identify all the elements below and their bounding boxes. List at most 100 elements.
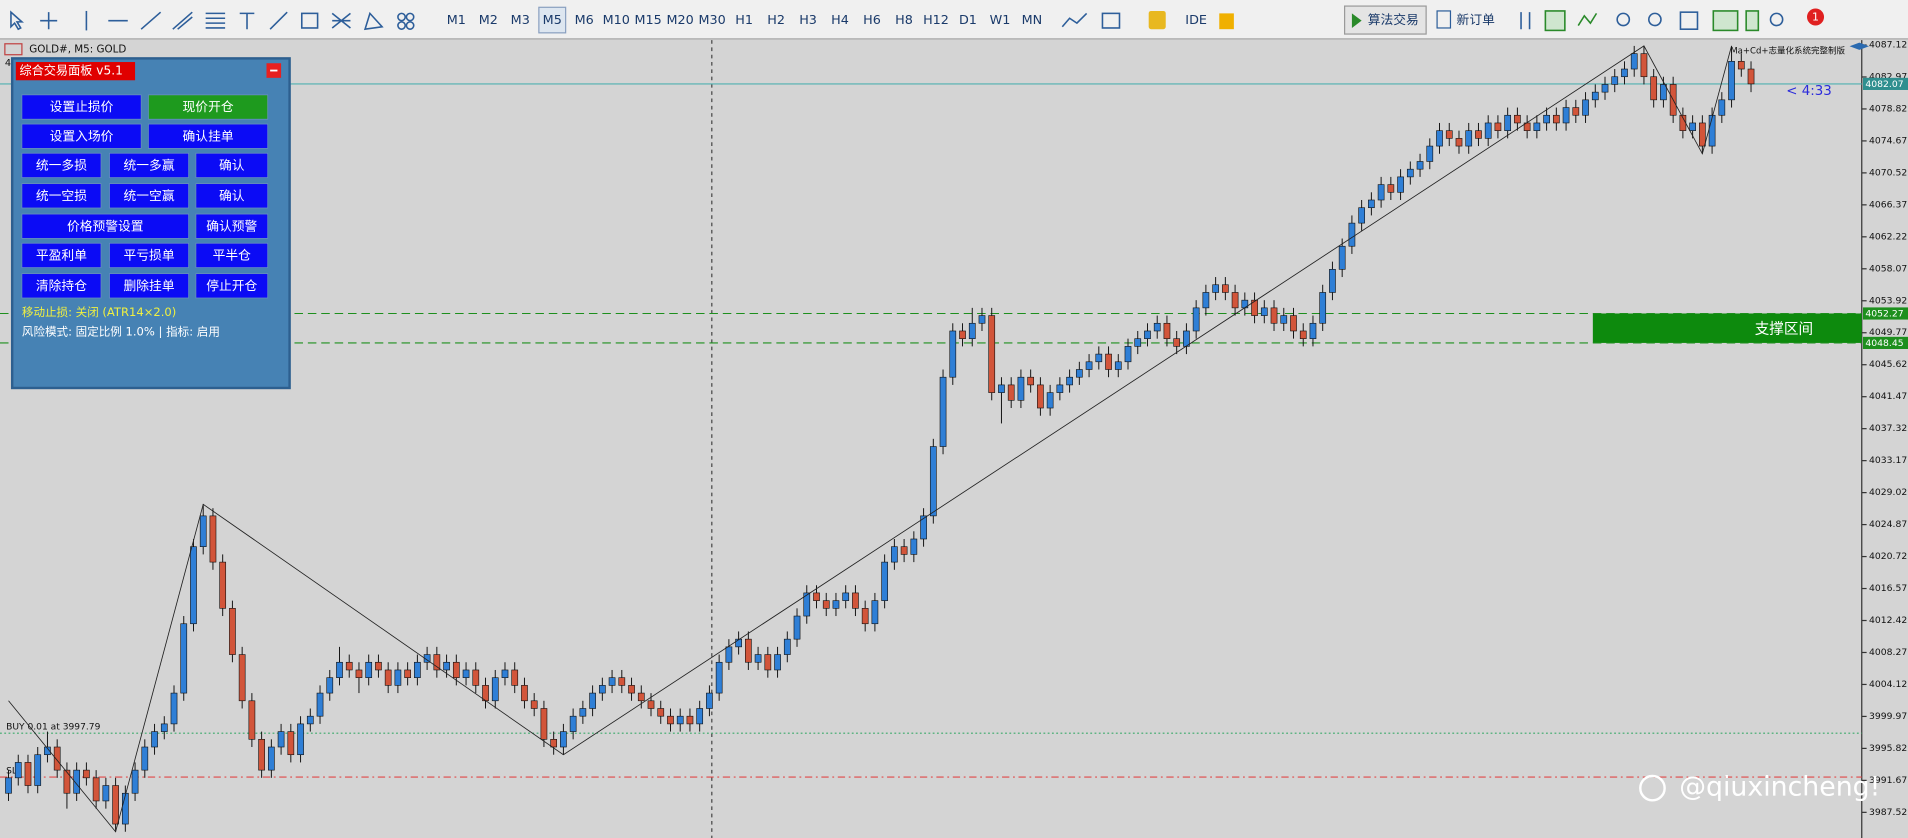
candle-body	[1260, 307, 1268, 316]
panel-button-label[interactable]: 停止开仓	[206, 278, 257, 294]
candle-body	[151, 731, 158, 748]
candle-body	[1689, 122, 1696, 131]
candle-body	[871, 600, 879, 625]
panel-button[interactable]	[195, 213, 269, 239]
timeframe[interactable]: M20	[667, 13, 694, 28]
panel-button[interactable]	[109, 183, 189, 209]
timeframe[interactable]: M3	[511, 13, 530, 28]
candle-body	[443, 661, 450, 671]
candle-body	[53, 746, 61, 771]
timeframe[interactable]: H3	[799, 13, 817, 28]
ide-button[interactable]: IDE	[1185, 13, 1207, 28]
candle-body	[44, 746, 51, 756]
timeframe[interactable]: M10	[603, 13, 630, 28]
candle-body	[754, 654, 762, 663]
notification-badge[interactable]	[1807, 8, 1825, 26]
panel-button[interactable]	[195, 242, 269, 268]
chart-icon	[4, 43, 23, 56]
candle-body	[1494, 122, 1502, 131]
panel-button[interactable]	[109, 152, 189, 178]
candle-body	[1708, 114, 1716, 147]
candle-body	[560, 731, 567, 748]
panel-button[interactable]	[21, 152, 102, 178]
algo-button[interactable]	[1343, 5, 1427, 35]
panel-button[interactable]	[21, 273, 102, 299]
panel-button-label[interactable]: 统一多损	[36, 159, 87, 174]
panel-button-label[interactable]: 确认挂单	[183, 129, 234, 144]
timeframe[interactable]: H6	[863, 13, 881, 28]
candle-body	[579, 708, 587, 717]
panel-button-label[interactable]: 平盈利单	[36, 249, 87, 264]
panel-button[interactable]	[21, 123, 142, 149]
timeframe[interactable]: M1	[447, 13, 466, 28]
panel-button[interactable]	[195, 183, 269, 209]
timeframe[interactable]: H12	[923, 13, 949, 28]
timeframe[interactable]: M6	[575, 13, 594, 28]
panel-button-label[interactable]: 现价开仓	[183, 100, 234, 115]
y-tick-label: 4074.67	[1869, 135, 1907, 146]
panel-button-label[interactable]: 设置止损价	[50, 100, 114, 115]
y-tick-label: 4024.87	[1869, 519, 1907, 530]
panel-button[interactable]	[148, 123, 269, 149]
panel-button[interactable]	[21, 242, 102, 268]
timeframe[interactable]: M5	[543, 13, 562, 28]
candle-body	[1231, 292, 1239, 309]
candle-body	[1027, 376, 1035, 386]
candle-body	[482, 685, 489, 702]
panel-button-label[interactable]: 删除挂单	[124, 279, 175, 294]
panel-button-label[interactable]: 平亏损单	[124, 249, 175, 264]
candle-body	[706, 692, 713, 709]
algo-trading[interactable]: 算法交易	[1368, 12, 1419, 28]
y-tick-label: 4008.27	[1869, 647, 1907, 658]
panel-button-label[interactable]: 统一多赢	[124, 158, 175, 174]
gann-icon	[331, 12, 351, 29]
timeframe[interactable]: H8	[895, 13, 913, 28]
candle-body	[1728, 61, 1735, 101]
panel-button[interactable]	[21, 213, 189, 239]
panel-button[interactable]	[109, 273, 189, 299]
panel-button[interactable]	[21, 183, 102, 209]
timeframe[interactable]: W1	[990, 13, 1011, 28]
corner-digit: 4	[5, 58, 11, 69]
timeframe[interactable]: D1	[959, 13, 977, 28]
candle-body	[1163, 322, 1171, 339]
candle-body	[1406, 168, 1414, 178]
candle-body	[1465, 130, 1473, 147]
arrow-icon	[269, 11, 288, 30]
panel-button[interactable]	[21, 94, 142, 120]
panel-button-label[interactable]: 确认	[219, 189, 245, 204]
candle-body	[881, 561, 888, 601]
candle-body	[287, 731, 295, 756]
timeframe[interactable]: M2	[479, 13, 498, 28]
candle-body	[1183, 330, 1190, 347]
panel-button-label[interactable]: 设置入场价	[50, 129, 114, 144]
panel-button-label[interactable]: 价格预警设置	[67, 218, 144, 234]
panel-button-label[interactable]: 确认	[219, 159, 245, 174]
timeframe[interactable]: H2	[767, 13, 785, 28]
panel-button[interactable]	[109, 242, 189, 268]
panel-button-label[interactable]: 统一空损	[36, 189, 87, 204]
candle-body	[949, 330, 957, 378]
hat-icon	[1849, 42, 1870, 50]
timeframe[interactable]: MN	[1022, 13, 1043, 28]
timeframe[interactable]: H4	[831, 13, 849, 28]
candle-body	[813, 592, 820, 601]
watermark: @qiuxincheng!	[1679, 772, 1880, 803]
timeframe[interactable]: M30	[699, 13, 726, 28]
candle-body	[1504, 114, 1512, 131]
candle-body	[5, 777, 12, 794]
panel-button-label[interactable]: 统一空赢	[124, 188, 175, 204]
candle-body	[326, 677, 334, 694]
panel-button[interactable]	[195, 273, 269, 299]
timeframe[interactable]: M15	[635, 13, 662, 28]
panel-button[interactable]	[148, 94, 269, 120]
panel-button-label[interactable]: 平半仓	[213, 249, 252, 264]
candle-body	[1601, 84, 1609, 93]
y-tick-label: 4070.52	[1869, 167, 1907, 178]
panel-button-label[interactable]: 清除持仓	[36, 279, 87, 294]
candle-body	[1299, 330, 1307, 339]
panel-button-label[interactable]: 确认预警	[206, 218, 257, 234]
new-order[interactable]: 新订单	[1457, 12, 1496, 28]
panel-button[interactable]	[195, 152, 269, 178]
timeframe[interactable]: H1	[735, 13, 753, 28]
